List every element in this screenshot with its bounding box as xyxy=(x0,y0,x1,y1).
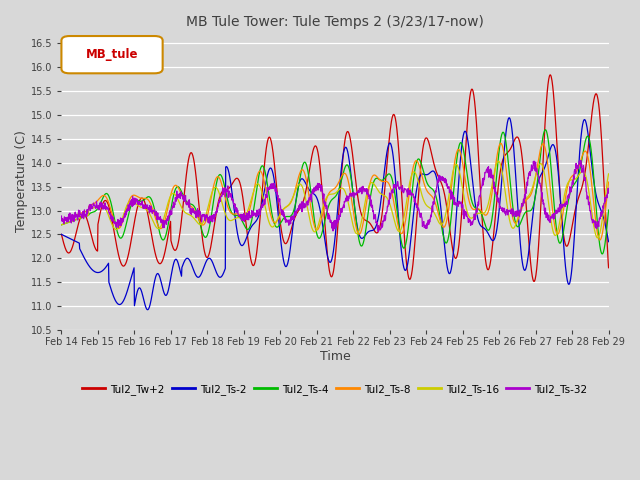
Tul2_Ts-16 xyxy=(122,204,130,210)
Tul2_Ts-32 xyxy=(374,228,382,234)
Tul2_Ts-8 xyxy=(301,171,308,177)
Y-axis label: Temperature (C): Temperature (C) xyxy=(15,130,28,232)
Tul2_Tw+2 xyxy=(290,218,298,224)
Tul2_Ts-2 xyxy=(100,267,108,273)
Tul2_Ts-32 xyxy=(290,215,298,221)
Tul2_Ts-16 xyxy=(311,229,319,235)
Line: Tul2_Tw+2: Tul2_Tw+2 xyxy=(61,75,609,281)
Tul2_Tw+2 xyxy=(605,265,612,271)
Tul2_Ts-2 xyxy=(311,192,319,198)
Line: Tul2_Ts-2: Tul2_Ts-2 xyxy=(61,118,609,310)
Tul2_Ts-2 xyxy=(301,180,309,185)
Tul2_Ts-4 xyxy=(598,251,606,257)
Line: Tul2_Ts-32: Tul2_Ts-32 xyxy=(61,160,609,231)
Tul2_Tw+2 xyxy=(531,278,538,284)
Tul2_Ts-32 xyxy=(122,208,130,214)
X-axis label: Time: Time xyxy=(319,349,350,362)
Tul2_Ts-32 xyxy=(605,190,612,196)
Tul2_Ts-4 xyxy=(605,207,612,213)
Tul2_Ts-16 xyxy=(290,192,298,198)
Line: Tul2_Ts-8: Tul2_Ts-8 xyxy=(61,144,609,240)
Tul2_Tw+2 xyxy=(311,144,319,149)
Tul2_Ts-2 xyxy=(144,307,152,312)
Tul2_Ts-16 xyxy=(58,222,65,228)
Tul2_Ts-8 xyxy=(497,141,505,146)
Line: Tul2_Ts-16: Tul2_Ts-16 xyxy=(61,161,609,238)
Tul2_Ts-32 xyxy=(369,209,376,215)
Tul2_Ts-32 xyxy=(311,186,319,192)
Tul2_Ts-4 xyxy=(290,208,298,214)
Tul2_Ts-16 xyxy=(301,192,308,198)
Tul2_Tw+2 xyxy=(100,199,108,204)
Tul2_Ts-2 xyxy=(58,231,65,237)
Tul2_Ts-8 xyxy=(596,237,604,243)
Tul2_Ts-2 xyxy=(506,115,513,120)
Line: Tul2_Ts-4: Tul2_Ts-4 xyxy=(61,130,609,254)
Tul2_Ts-32 xyxy=(58,213,65,219)
Tul2_Ts-4 xyxy=(58,222,65,228)
Tul2_Tw+2 xyxy=(301,192,308,198)
Tul2_Ts-32 xyxy=(100,204,108,209)
Tul2_Ts-4 xyxy=(100,193,108,199)
Tul2_Ts-16 xyxy=(605,171,612,177)
Tul2_Ts-2 xyxy=(605,239,612,244)
Tul2_Ts-4 xyxy=(311,220,319,226)
Tul2_Ts-8 xyxy=(58,217,65,223)
Tul2_Ts-8 xyxy=(290,193,298,199)
Tul2_Tw+2 xyxy=(58,231,65,237)
Legend: Tul2_Tw+2, Tul2_Ts-2, Tul2_Ts-4, Tul2_Ts-8, Tul2_Ts-16, Tul2_Ts-32: Tul2_Tw+2, Tul2_Ts-2, Tul2_Ts-4, Tul2_Ts… xyxy=(78,380,592,399)
Tul2_Ts-4 xyxy=(369,182,376,188)
Tul2_Ts-2 xyxy=(369,228,377,233)
Tul2_Ts-8 xyxy=(605,179,612,185)
Tul2_Ts-16 xyxy=(594,235,602,241)
Tul2_Ts-8 xyxy=(100,192,108,198)
Tul2_Tw+2 xyxy=(122,260,130,266)
Text: MB_tule: MB_tule xyxy=(86,48,139,61)
Tul2_Ts-4 xyxy=(122,222,130,228)
Tul2_Ts-8 xyxy=(369,173,376,179)
Tul2_Ts-4 xyxy=(541,127,549,132)
Tul2_Ts-2 xyxy=(122,292,130,298)
FancyBboxPatch shape xyxy=(61,36,163,73)
Tul2_Ts-8 xyxy=(122,207,130,213)
Tul2_Ts-2 xyxy=(290,214,298,220)
Tul2_Ts-32 xyxy=(577,157,585,163)
Tul2_Ts-8 xyxy=(311,224,319,230)
Tul2_Ts-16 xyxy=(369,180,376,186)
Tul2_Ts-16 xyxy=(495,158,502,164)
Tul2_Tw+2 xyxy=(547,72,554,78)
Tul2_Ts-16 xyxy=(100,204,108,209)
Tul2_Ts-4 xyxy=(301,159,308,165)
Title: MB Tule Tower: Tule Temps 2 (3/23/17-now): MB Tule Tower: Tule Temps 2 (3/23/17-now… xyxy=(186,15,484,29)
Tul2_Ts-32 xyxy=(301,201,308,207)
Tul2_Tw+2 xyxy=(369,225,376,231)
